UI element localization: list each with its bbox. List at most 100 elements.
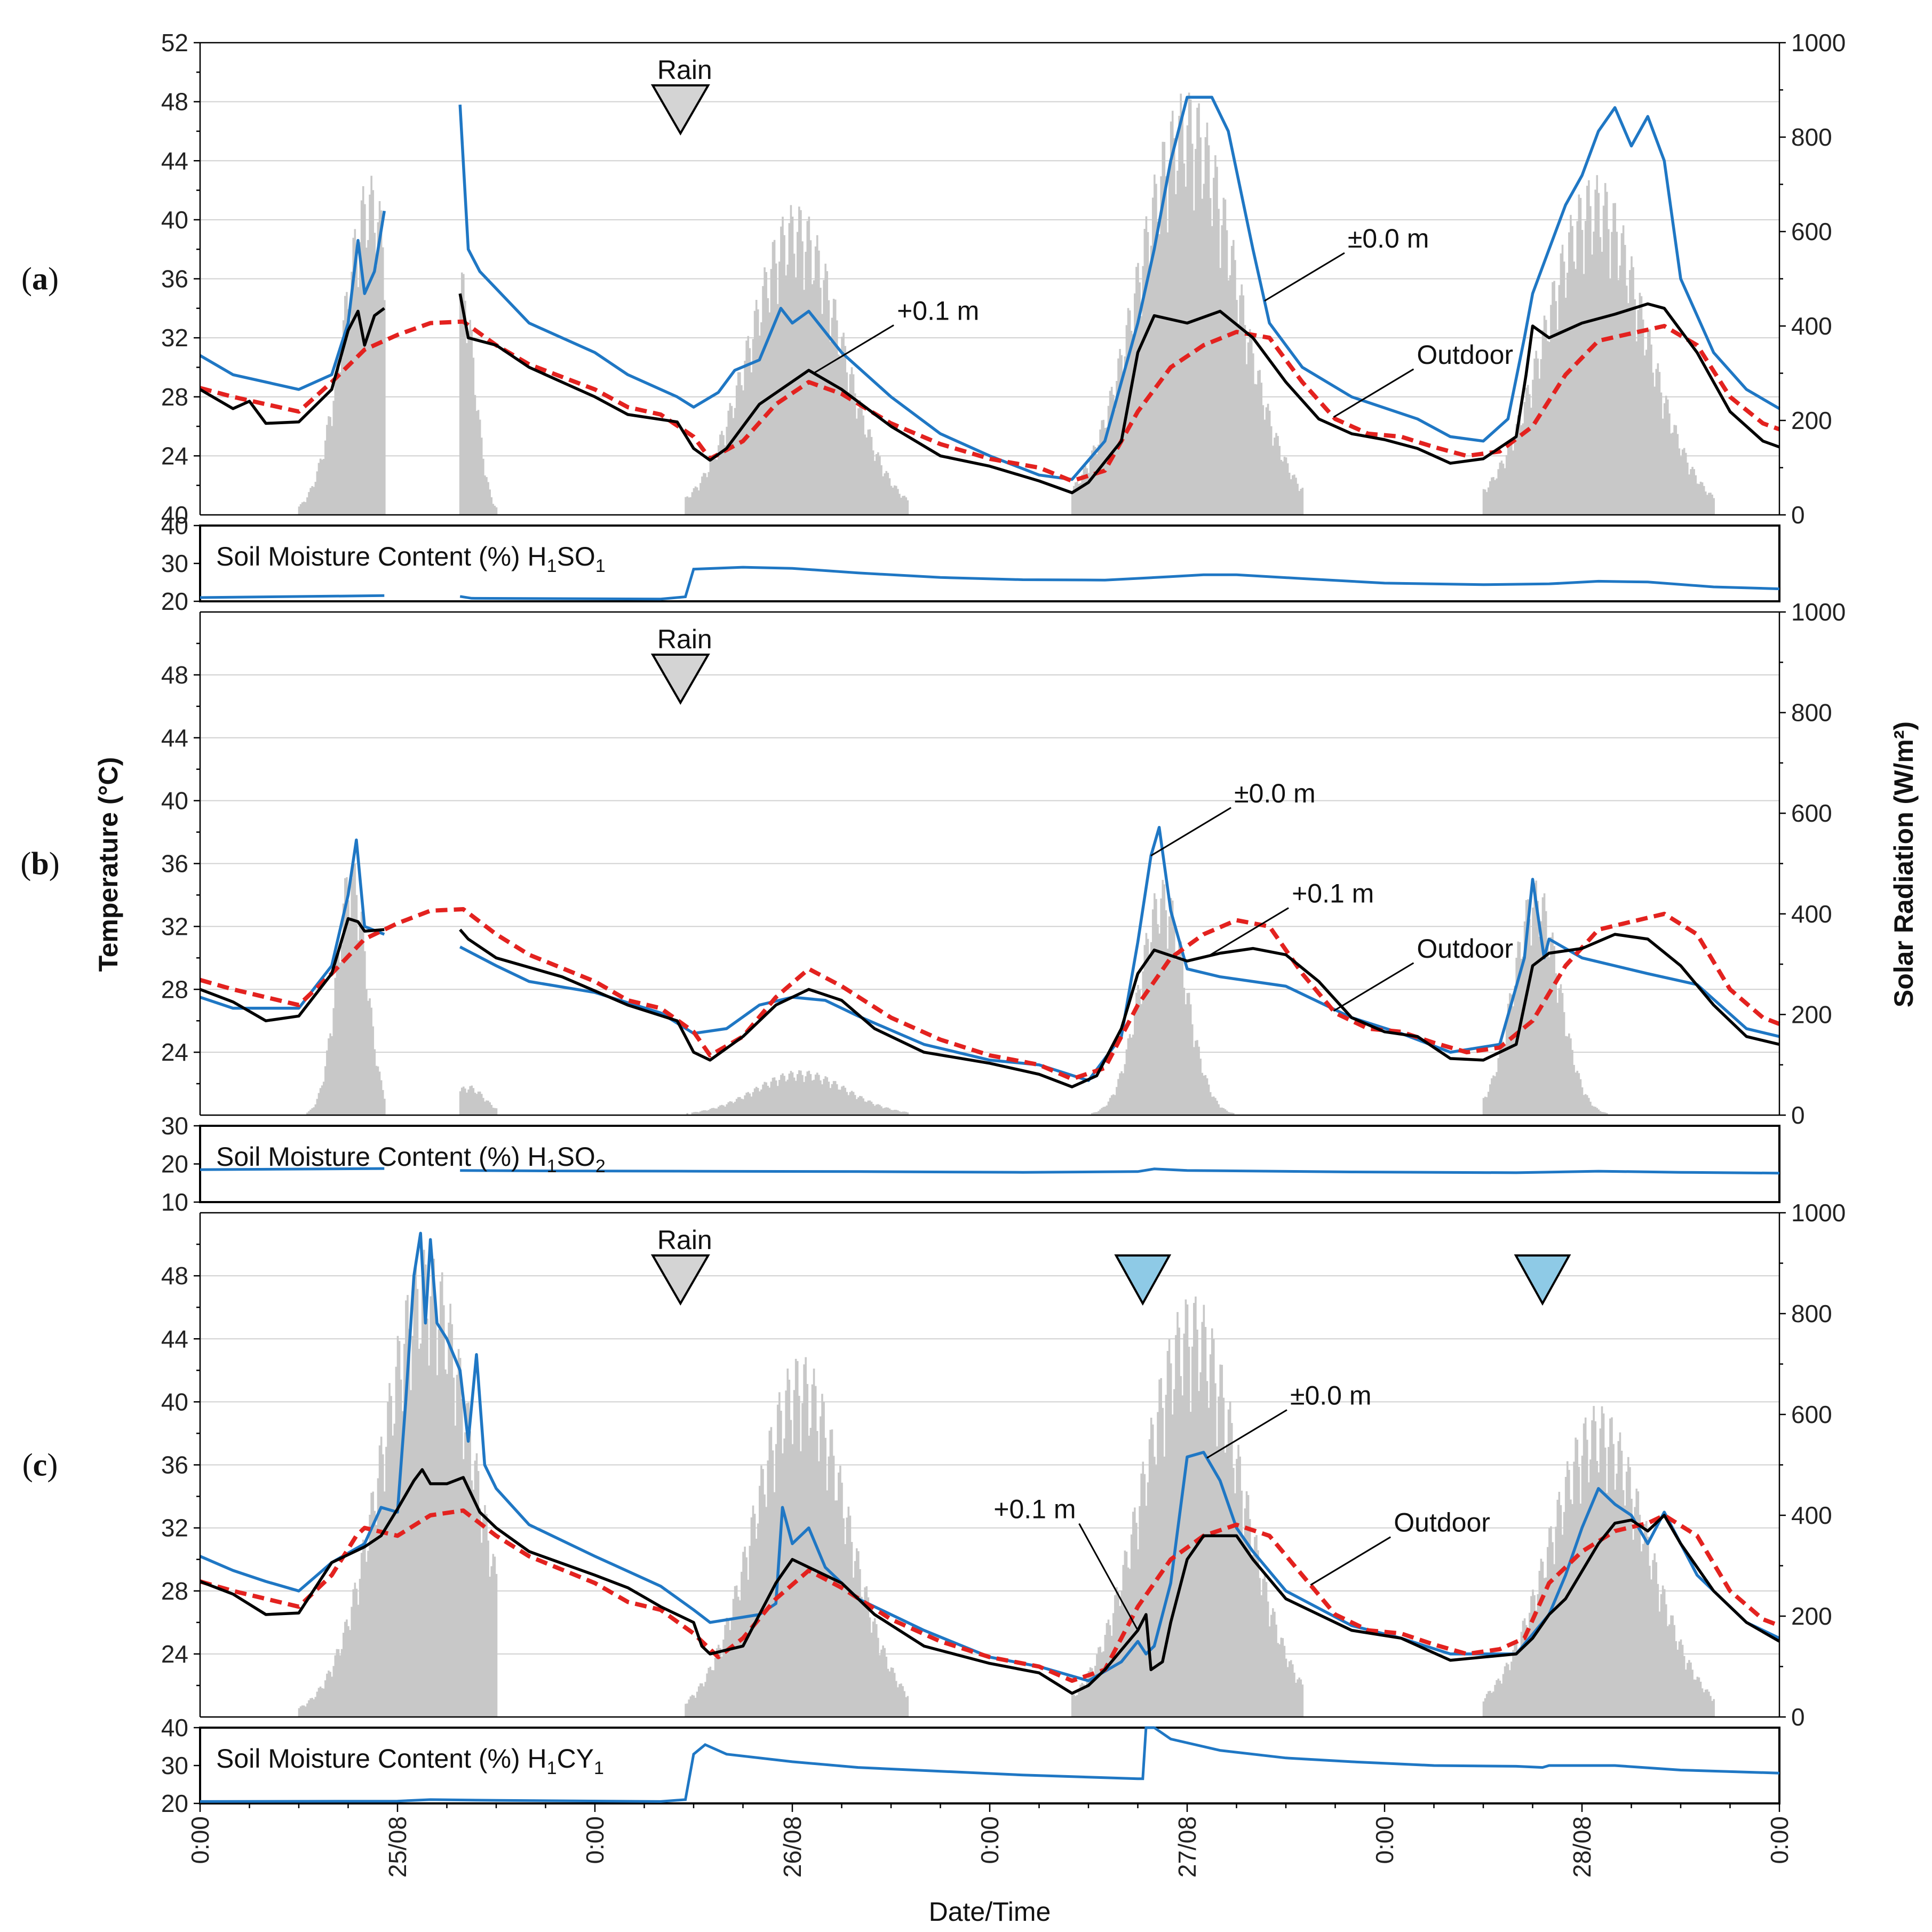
solar-bar bbox=[831, 317, 833, 515]
solar-bar bbox=[808, 1435, 810, 1717]
solar-bar bbox=[770, 1082, 773, 1115]
solar-bar bbox=[388, 1383, 391, 1717]
solar-bar bbox=[847, 1095, 850, 1115]
solar-bar bbox=[1104, 1107, 1107, 1115]
solar-bar bbox=[1543, 1578, 1546, 1717]
solar-bar bbox=[1629, 1467, 1631, 1717]
solar-bar bbox=[823, 280, 825, 515]
solar-bar bbox=[1558, 285, 1561, 515]
solar-bar bbox=[452, 1377, 455, 1717]
solar-bar bbox=[1650, 344, 1652, 515]
solar-bar bbox=[707, 1110, 710, 1115]
solar-bar bbox=[349, 320, 351, 515]
solar-bar bbox=[1193, 210, 1195, 515]
solar-bar bbox=[897, 1110, 899, 1115]
solar-bar bbox=[459, 1091, 462, 1115]
solar-bar bbox=[1706, 495, 1708, 515]
x-tick-label: 25/08 bbox=[384, 1816, 411, 1878]
solar-bar bbox=[722, 1105, 725, 1115]
solar-bar bbox=[1158, 234, 1160, 515]
solar-bar bbox=[1555, 301, 1557, 515]
solar-bar bbox=[1704, 1689, 1707, 1717]
solar-bar bbox=[306, 497, 308, 515]
solar-bar bbox=[897, 489, 899, 515]
solar-bar bbox=[1517, 415, 1520, 515]
solar-bar bbox=[1239, 295, 1241, 515]
solar-bar bbox=[1573, 261, 1575, 515]
solar-bar bbox=[1492, 1075, 1494, 1115]
solar-bar bbox=[1675, 425, 1677, 515]
solar-bar bbox=[355, 895, 358, 1115]
solar-bar bbox=[711, 1108, 713, 1115]
solar-bar bbox=[1650, 1579, 1652, 1717]
moisture-tick-label: 40 bbox=[161, 512, 188, 539]
solar-bar bbox=[712, 454, 715, 515]
solar-bar bbox=[739, 1097, 741, 1115]
solar-bar bbox=[1125, 1552, 1128, 1717]
solar-bar bbox=[400, 1379, 402, 1717]
solar-bar bbox=[849, 374, 852, 515]
annotation-label: ±0.0 m bbox=[1234, 778, 1316, 808]
solar-bar bbox=[1647, 331, 1649, 515]
solar-bar bbox=[475, 1453, 478, 1717]
solar-bar bbox=[1619, 265, 1621, 515]
solar-bar bbox=[1089, 1667, 1092, 1717]
temp-tick-label: 48 bbox=[161, 88, 188, 116]
solar-bar bbox=[1543, 893, 1546, 1115]
solar-bar bbox=[814, 246, 817, 515]
solar-bar bbox=[1155, 1465, 1157, 1717]
solar-bar bbox=[1635, 1488, 1638, 1717]
solar-bar bbox=[492, 1554, 495, 1717]
solar-bar bbox=[1245, 1491, 1248, 1717]
solar-bar bbox=[337, 359, 340, 515]
solar-bar bbox=[1214, 1098, 1217, 1115]
solar-bar bbox=[1201, 198, 1204, 515]
solar-bar bbox=[441, 1272, 443, 1717]
solar-bar bbox=[347, 309, 349, 515]
solar-bar bbox=[463, 1086, 465, 1115]
solar-bar bbox=[1106, 1105, 1108, 1115]
solar-bar bbox=[1244, 325, 1246, 515]
moisture-label: Soil Moisture Content (%) H1CY1 bbox=[216, 1744, 604, 1778]
solar-bar bbox=[319, 458, 322, 515]
temp-tick-label: 44 bbox=[161, 724, 188, 752]
solar-bar bbox=[354, 229, 356, 515]
solar-bar bbox=[477, 1470, 480, 1717]
solar-bar bbox=[1491, 1692, 1493, 1717]
solar-bar bbox=[479, 419, 481, 515]
solar-bar bbox=[1106, 427, 1108, 515]
solar-bar bbox=[714, 1108, 717, 1115]
series-line-outdoor bbox=[199, 1508, 1780, 1683]
solar-bar bbox=[1625, 1472, 1628, 1717]
solar-bar bbox=[783, 235, 785, 515]
solar-bar bbox=[857, 408, 860, 515]
solar-bar bbox=[717, 1107, 720, 1115]
x-axis: 0:00 25/08 0:00 26/08 0:00 27/08 0:00 28/08 0:00… bbox=[186, 1803, 1793, 1927]
solar-bar bbox=[820, 1080, 822, 1115]
solar-bar bbox=[880, 1649, 882, 1717]
solar-bar bbox=[490, 497, 493, 515]
solar-bar bbox=[1556, 1003, 1559, 1115]
solar-bar bbox=[1114, 1095, 1116, 1115]
solar-bar bbox=[487, 482, 489, 515]
solar-bar bbox=[905, 1111, 908, 1115]
solar-bar bbox=[1687, 463, 1689, 515]
solar-bar bbox=[1241, 1490, 1243, 1717]
solar-bar bbox=[1219, 1364, 1221, 1717]
solar-bar bbox=[829, 341, 832, 515]
solar-bar bbox=[778, 1079, 781, 1115]
irrigation-marker bbox=[1514, 1254, 1571, 1306]
solar-bar bbox=[489, 489, 491, 515]
solar-bar bbox=[870, 436, 873, 515]
solar-bar bbox=[1280, 1637, 1283, 1717]
solar-bar bbox=[721, 431, 723, 515]
solar-bar bbox=[490, 1104, 493, 1115]
solar-bar bbox=[1578, 1467, 1580, 1717]
solar-bar bbox=[800, 210, 802, 515]
solar-bar bbox=[1713, 1699, 1715, 1717]
solar-bar bbox=[686, 1703, 688, 1717]
solar-bar bbox=[805, 1076, 807, 1115]
solar-bar bbox=[1180, 941, 1182, 1115]
moisture-line bbox=[200, 1167, 385, 1171]
solar-bar bbox=[1485, 1694, 1488, 1717]
